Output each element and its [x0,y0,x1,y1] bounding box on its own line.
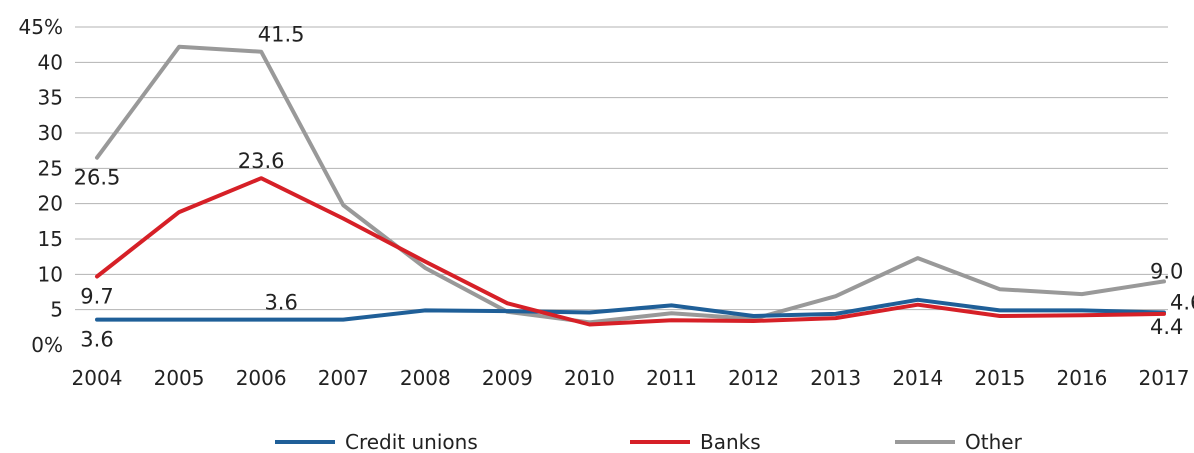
x-tick-label: 2011 [646,366,697,390]
x-tick-label: 2007 [318,366,369,390]
legend-item-other: Other [895,430,1023,453]
y-tick-label: 0% [31,333,63,357]
x-tick-label: 2013 [810,366,861,390]
x-tick-label: 2015 [974,366,1025,390]
series-line-banks [95,176,1166,327]
x-tick-label: 2005 [154,366,205,390]
x-tick-label: 2008 [400,366,451,390]
data-labels: 41.5 26.5 23.6 9.7 3.6 3.6 9.0 4.64.4 [74,23,1194,352]
y-tick-label: 5 [50,298,63,322]
y-axis-tick-labels: 0% 5 10 15 20 25 30 35 40 45% [19,15,63,357]
gridlines [75,26,1168,311]
y-tick-label: 15 [38,227,63,251]
y-tick-label: 30 [38,121,63,145]
data-label-credit-unions: 3.6 [264,291,297,315]
x-tick-label: 2012 [728,366,779,390]
data-label-banks: 4.4 [1150,315,1183,339]
data-label-banks: 23.6 [238,149,285,173]
data-label-other: 9.0 [1150,259,1183,283]
data-label-credit-unions: 3.6 [80,328,113,352]
x-axis-tick-labels: 2004 2005 2006 2007 2008 2009 2010 2011 2012 2013… [72,366,1190,390]
legend-item-banks: Banks [630,430,761,453]
legend: Credit unions Banks Other [275,430,1023,453]
y-tick-label: 25 [38,156,63,180]
x-tick-label: 2006 [236,366,287,390]
data-label-other: 26.5 [74,166,121,190]
y-tick-label: 20 [38,192,63,216]
series-line-credit-unions [95,297,1166,322]
data-label-credit-unions: 4.6 [1170,290,1194,314]
data-label-other: 41.5 [258,23,305,47]
data-label-banks: 9.7 [80,284,113,308]
legend-item-credit-unions: Credit unions [275,430,478,453]
legend-label: Other [965,430,1023,453]
x-tick-label: 2016 [1056,366,1107,390]
x-tick-label: 2009 [482,366,533,390]
y-tick-label: 45% [19,15,63,39]
x-tick-label: 2014 [892,366,943,390]
y-tick-label: 10 [38,262,63,286]
x-tick-label: 2010 [564,366,615,390]
y-tick-label: 40 [38,50,63,74]
y-tick-label: 35 [38,86,63,110]
series-lines [95,44,1166,327]
legend-label: Credit unions [345,430,478,453]
x-tick-label: 2004 [72,366,123,390]
x-tick-label: 2017 [1139,366,1190,390]
series-line-other [95,44,1166,325]
legend-label: Banks [700,430,761,453]
